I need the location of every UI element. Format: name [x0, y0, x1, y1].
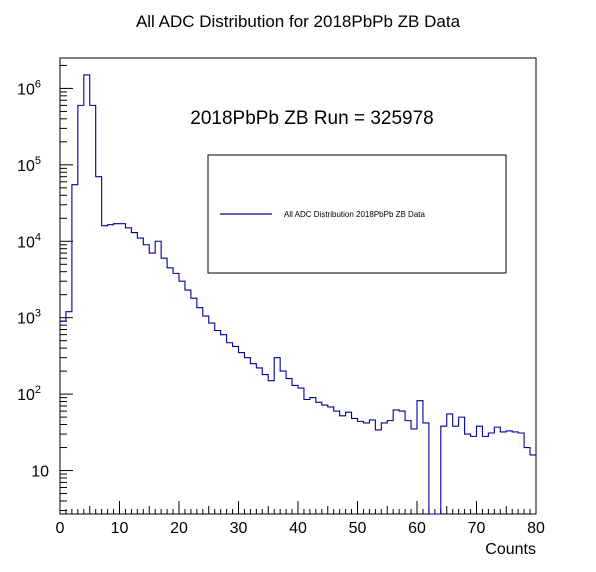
x-tick-label: 10	[111, 520, 129, 537]
legend-label: All ADC Distribution 2018PbPb ZB Data	[284, 210, 426, 219]
x-axis-label: Counts	[485, 541, 536, 558]
data-series	[60, 74, 536, 515]
histogram-line	[60, 74, 536, 515]
y-tick-label: 105	[17, 155, 41, 175]
chart-title: All ADC Distribution for 2018PbPb ZB Dat…	[136, 12, 461, 31]
x-tick-label: 80	[527, 520, 545, 537]
run-annotation: 2018PbPb ZB Run = 325978	[190, 108, 434, 129]
x-tick-label: 70	[468, 520, 486, 537]
x-axis: 0 10 20 30 40 50 60 70 80	[56, 501, 545, 537]
y-tick-label: 106	[17, 78, 41, 98]
y-tick-label: 102	[17, 384, 41, 404]
y-tick-label: 104	[17, 231, 41, 251]
x-tick-label: 60	[408, 520, 426, 537]
y-tick-label: 10	[31, 464, 49, 481]
x-tick-label: 0	[56, 520, 65, 537]
x-tick-label: 20	[170, 520, 188, 537]
y-axis: 10 102 103 104 105 106	[17, 64, 73, 512]
x-tick-label: 40	[289, 520, 307, 537]
y-tick-label: 103	[17, 308, 41, 328]
legend: All ADC Distribution 2018PbPb ZB Data	[207, 154, 507, 274]
x-tick-label: 50	[349, 520, 367, 537]
x-tick-label: 30	[230, 520, 248, 537]
